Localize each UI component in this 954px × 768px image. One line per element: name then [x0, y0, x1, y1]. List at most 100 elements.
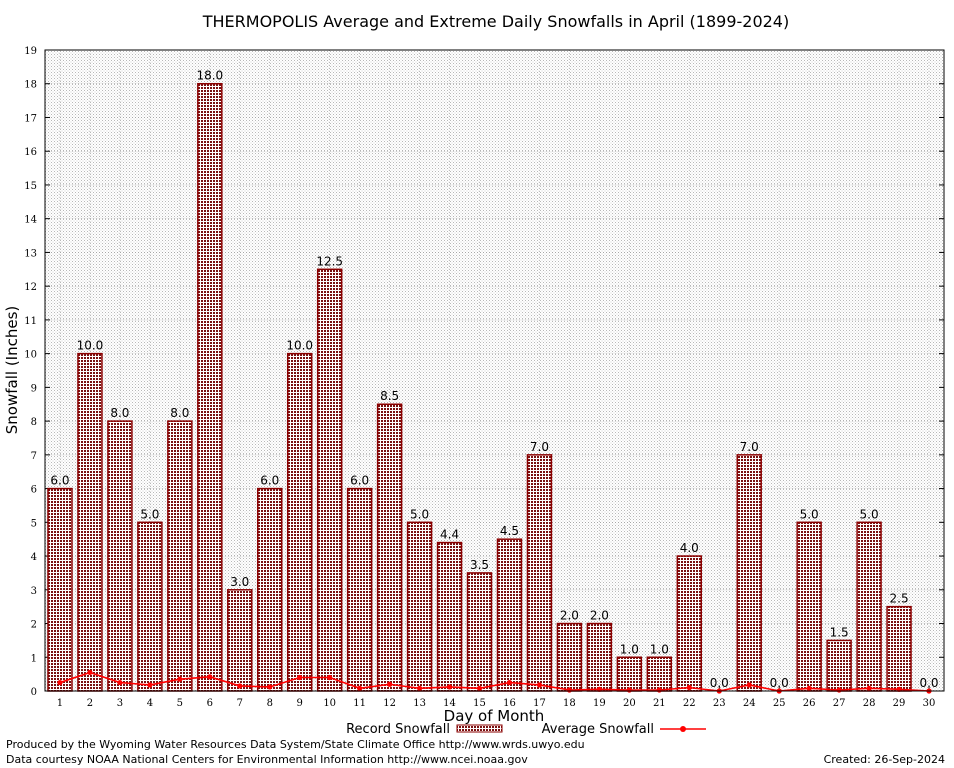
bar-record-snowfall [167, 420, 193, 692]
bar-value-label: 10.0 [286, 339, 313, 353]
bar-record-snowfall [227, 589, 253, 692]
y-tick-label: 10 [24, 350, 37, 361]
x-tick-label: 22 [683, 698, 696, 709]
average-snowfall-point [866, 685, 872, 691]
y-tick-label: 0 [31, 687, 37, 698]
y-tick-label: 8 [31, 417, 37, 428]
average-snowfall-point [357, 685, 363, 691]
bar-record-snowfall [676, 555, 703, 692]
x-tick-label: 27 [833, 698, 846, 709]
bar-record-snowfall [406, 521, 433, 692]
x-tick-label: 20 [623, 698, 636, 709]
y-axis-label: Snowfall (Inches) [3, 306, 21, 434]
y-tick-label: 16 [24, 147, 37, 158]
x-tick-label: 18 [563, 698, 576, 709]
average-snowfall-point [626, 687, 632, 693]
average-snowfall-point [237, 683, 243, 689]
x-tick-label: 9 [297, 698, 303, 709]
bar-value-label: 18.0 [196, 69, 223, 83]
bar-value-label: 8.0 [170, 406, 189, 420]
y-tick-label: 18 [24, 80, 37, 91]
y-tick-label: 14 [24, 215, 37, 226]
bar-record-snowfall [556, 622, 583, 692]
average-snowfall-point [57, 679, 63, 686]
legend-label-record: Record Snowfall [346, 722, 450, 737]
average-snowfall-point [566, 687, 573, 693]
y-tick-label: 1 [31, 653, 37, 664]
x-tick-label: 10 [323, 698, 336, 709]
legend-label-average: Average Snowfall [542, 722, 654, 737]
bar-value-label: 1.5 [830, 625, 849, 639]
plot-frame [44, 49, 945, 692]
average-snowfall-point [147, 682, 153, 688]
average-snowfall-point [177, 676, 183, 682]
bar-record-snowfall [466, 572, 493, 692]
y-tick-label: 3 [31, 586, 37, 597]
average-snowfall-point [476, 685, 483, 691]
bar-record-snowfall [886, 605, 912, 692]
bar-record-snowfall [856, 521, 882, 692]
x-tick-label: 3 [117, 698, 123, 709]
average-snowfall-point [207, 674, 213, 680]
bar-value-label: 5.0 [410, 507, 429, 521]
x-tick-label: 21 [653, 698, 666, 709]
bar-value-label: 5.0 [860, 507, 879, 521]
x-tick-label: 1 [57, 698, 63, 709]
y-tick-label: 7 [31, 451, 37, 462]
bar-value-label: 3.5 [470, 558, 489, 572]
average-snowfall-point [836, 687, 842, 693]
bar-value-label: 4.0 [680, 541, 699, 555]
bar-record-snowfall [526, 454, 553, 692]
y-tick-label: 19 [24, 46, 37, 57]
bar-record-snowfall [47, 487, 73, 692]
x-tick-label: 17 [533, 698, 546, 709]
bar-value-label: 8.0 [110, 406, 129, 420]
average-snowfall-point [806, 685, 812, 691]
bar-value-label: 4.4 [440, 528, 459, 542]
average-snowfall-point [267, 684, 273, 690]
legend: Record Snowfall Average Snowfall [346, 722, 706, 737]
y-tick-label: 11 [24, 316, 37, 327]
bar-record-snowfall [436, 541, 463, 692]
bar-record-snowfall [646, 656, 673, 692]
average-snowfall-point [446, 684, 453, 690]
bar-value-label: 4.5 [500, 524, 519, 538]
bar-record-snowfall [257, 487, 283, 692]
bar-record-snowfall [346, 487, 373, 692]
average-snowfall-point [416, 685, 423, 691]
average-snowfall-point [746, 682, 752, 688]
bar-value-label: 6.0 [350, 474, 369, 488]
chart-title: THERMOPOLIS Average and Extreme Daily Sn… [202, 12, 789, 31]
bar-value-label: 1.0 [650, 642, 669, 656]
bar-record-snowfall [376, 403, 403, 692]
bar-value-label: 7.0 [740, 440, 759, 454]
bar-record-snowfall [826, 639, 852, 692]
plot-background [45, 50, 944, 691]
average-snowfall-point [327, 674, 333, 681]
y-tick-label: 6 [31, 485, 37, 496]
x-tick-label: 30 [923, 698, 936, 709]
x-tick-label: 12 [383, 698, 396, 709]
bar-value-label: 2.0 [590, 609, 609, 623]
bar-record-snowfall [286, 352, 313, 692]
x-tick-label: 28 [863, 698, 876, 709]
bar-value-label: 2.0 [560, 609, 579, 623]
x-tick-label: 19 [593, 698, 606, 709]
footer-created: Created: 26-Sep-2024 [823, 753, 945, 766]
y-tick-label: 2 [31, 620, 37, 631]
average-snowfall-point [686, 685, 692, 691]
y-tick-label: 9 [31, 383, 37, 394]
average-snowfall-point [297, 674, 303, 681]
x-tick-label: 16 [503, 698, 516, 709]
x-tick-label: 24 [743, 698, 756, 709]
y-tick-label: 5 [31, 518, 37, 529]
average-snowfall-point [387, 681, 393, 687]
bar-record-snowfall [137, 521, 163, 692]
x-tick-label: 23 [713, 698, 726, 709]
x-tick-label: 5 [177, 698, 183, 709]
y-tick-label: 15 [24, 181, 37, 192]
x-tick-label: 26 [803, 698, 816, 709]
bar-value-label: 5.0 [140, 507, 159, 521]
x-tick-label: 14 [443, 698, 456, 709]
